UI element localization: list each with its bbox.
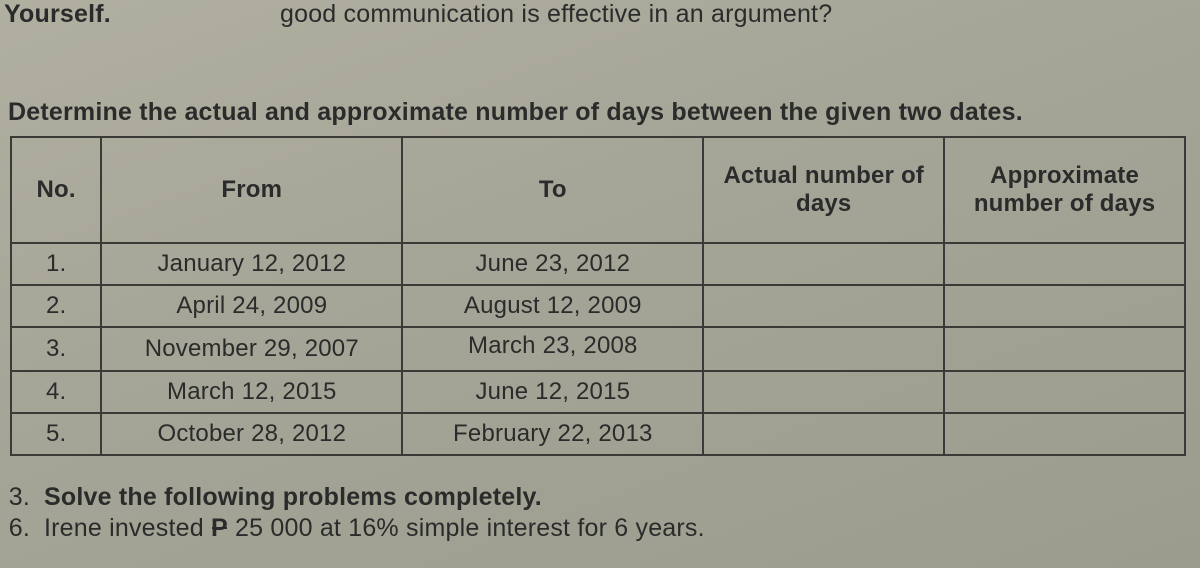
table-row: 4. March 12, 2015 June 12, 2015: [11, 371, 1185, 413]
col-header-no: No.: [11, 137, 101, 243]
problem-text: Irene invested 25 000 at 16% simple inte…: [44, 513, 705, 544]
scanned-page: Yourself. good communication is effectiv…: [0, 0, 1200, 568]
fragment-top-left: Yourself.: [4, 0, 111, 29]
problem-line-6: 6. Irene invested 25 000 at 16% simple i…: [0, 513, 705, 544]
col-header-from: From: [101, 137, 402, 243]
cell-to: August 12, 2009: [402, 285, 703, 327]
cell-actual: [703, 327, 944, 371]
problem-line-b: 3. Solve the following problems complete…: [0, 482, 705, 513]
cell-from: November 29, 2007: [101, 327, 402, 371]
cell-from: October 28, 2012: [101, 413, 402, 455]
cell-to: June 23, 2012: [402, 243, 703, 285]
cell-to: March 23, 2008: [402, 327, 703, 371]
cell-approx: [944, 327, 1185, 371]
cell-approx: [944, 371, 1185, 413]
col-header-actual: Actual number of days: [703, 137, 944, 243]
table-row: 5. October 28, 2012 February 22, 2013: [11, 413, 1185, 455]
cell-from: January 12, 2012: [101, 243, 402, 285]
text-after-peso: 25 000 at 16% simple interest for 6 year…: [228, 514, 705, 542]
fragment-top-right: good communication is effective in an ar…: [280, 0, 832, 29]
cell-no: 1.: [11, 243, 101, 285]
bottom-problems: 3. Solve the following problems complete…: [0, 482, 705, 545]
cell-actual: [703, 285, 944, 327]
col-header-approx: Approximate number of days: [944, 137, 1185, 243]
cell-approx: [944, 285, 1185, 327]
text-before-peso: Irene invested: [44, 514, 211, 542]
problem-number: 3.: [0, 482, 30, 513]
cell-no: 4.: [11, 371, 101, 413]
cell-actual: [703, 243, 944, 285]
table-row: 2. April 24, 2009 August 12, 2009: [11, 285, 1185, 327]
problem-text: Solve the following problems completely.: [44, 482, 542, 513]
cell-to: February 22, 2013: [402, 413, 703, 455]
cell-no: 5.: [11, 413, 101, 455]
cell-actual: [703, 413, 944, 455]
cell-no: 3.: [11, 327, 101, 371]
cell-to: June 12, 2015: [402, 371, 703, 413]
cell-approx: [944, 243, 1185, 285]
cell-no: 2.: [11, 285, 101, 327]
cell-approx: [944, 413, 1185, 455]
peso-sign-icon: [211, 513, 228, 544]
days-table: No. From To Actual number of days Approx…: [10, 136, 1186, 456]
table-row: 3. November 29, 2007 March 23, 2008: [11, 327, 1185, 371]
cell-from: March 12, 2015: [101, 371, 402, 413]
cell-from: April 24, 2009: [101, 285, 402, 327]
table-header-row: No. From To Actual number of days Approx…: [11, 137, 1185, 243]
instruction-text: Determine the actual and approximate num…: [8, 98, 1196, 127]
col-header-to: To: [402, 137, 703, 243]
table-row: 1. January 12, 2012 June 23, 2012: [11, 243, 1185, 285]
problem-number: 6.: [0, 513, 30, 544]
cell-actual: [703, 371, 944, 413]
